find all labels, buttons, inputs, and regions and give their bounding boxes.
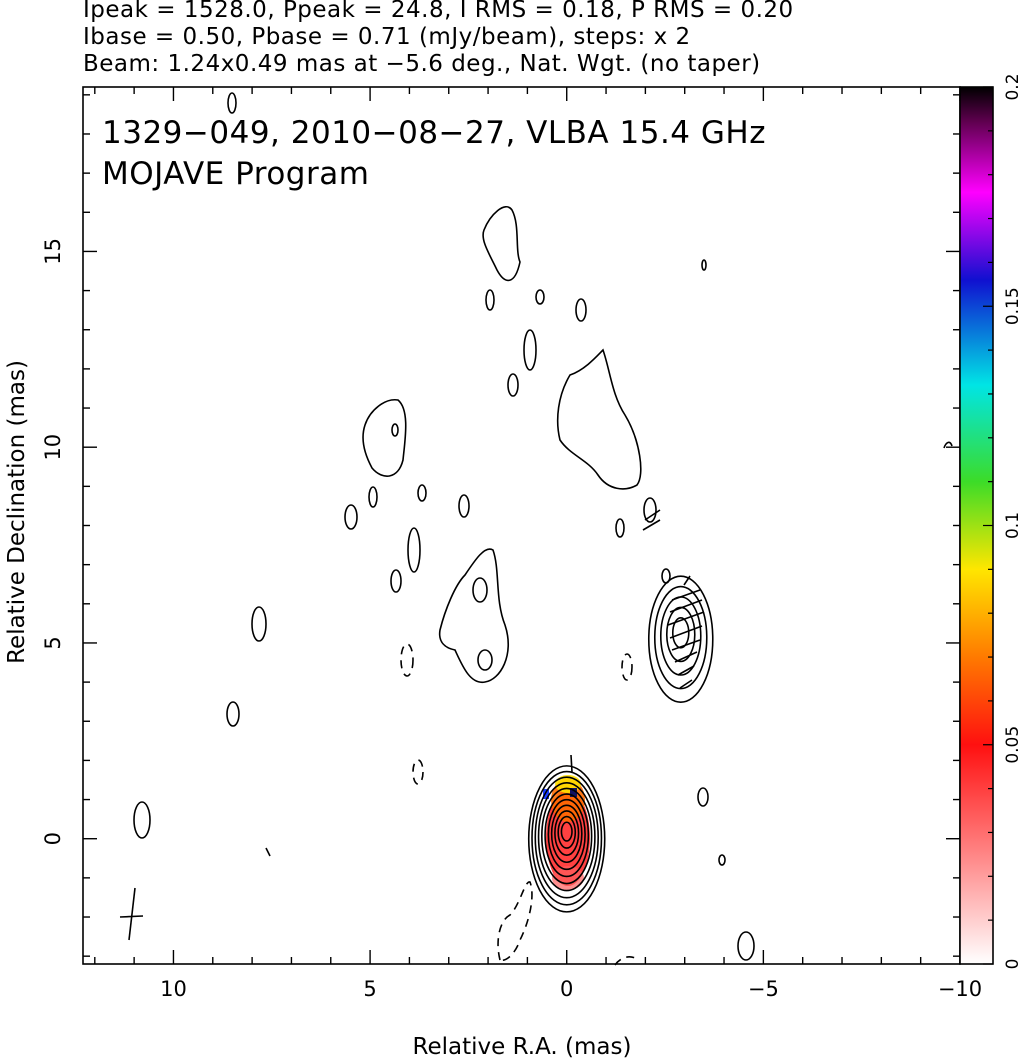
contour-core (527, 765, 606, 913)
x-tick-label: 10 (160, 977, 187, 1001)
contour-jet-knot (653, 585, 708, 690)
y-tick-label: 0 (41, 832, 65, 845)
diffuse-jet-contours (133, 92, 953, 961)
colorbar-tick-label: 0.15 (1003, 287, 1022, 325)
x-tick-label: 5 (363, 977, 376, 1001)
y-tick-label: 15 (41, 238, 65, 265)
colorbar-tick-label: 0.2 (1003, 73, 1022, 100)
y-axis-ticks: 0 5 10 15 (41, 94, 960, 957)
map-subtitle: MOJAVE Program (102, 156, 369, 192)
contour-core (531, 770, 603, 906)
polarization-vectors (570, 509, 705, 773)
contour-core (541, 787, 593, 885)
y-tick-label: 10 (41, 434, 65, 461)
contour-core (534, 776, 599, 899)
header-peak-line: Ipeak = 1528.0, Ppeak = 24.8, I RMS = 0.… (83, 0, 794, 23)
header-base-line: Ibase = 0.50, Pbase = 0.71 (mJy/beam), s… (83, 24, 691, 50)
y-tick-label: 5 (41, 636, 65, 649)
contour-jet-knot (671, 617, 690, 649)
contour-core (554, 810, 580, 856)
contour-core (547, 798, 586, 871)
colorbar-tick-label: 0 (1003, 959, 1022, 970)
contour-core (560, 821, 573, 842)
contour-core (550, 804, 583, 864)
colorbar-ticks: 0 0.05 0.1 0.15 0.2 (983, 73, 1022, 969)
contour-core (544, 793, 590, 878)
x-tick-label: −5 (748, 977, 779, 1001)
colorbar-tick-label: 0.05 (1003, 726, 1022, 764)
colorbar-tick-label: 0.1 (1003, 512, 1022, 539)
x-axis-ticks: 10 5 0 −5 −10 (94, 87, 982, 1001)
beam-marker (119, 887, 144, 941)
contour-core (557, 815, 577, 849)
x-axis-label: Relative R.A. (mas) (413, 1034, 632, 1060)
map-title: 1329−049, 2010−08−27, VLBA 15.4 GHz (102, 115, 766, 151)
intensity-contours (527, 575, 714, 913)
contour-jet-knot (647, 575, 714, 704)
header-beam-line: Beam: 1.24x0.49 mas at −5.6 deg., Nat. W… (83, 51, 761, 77)
x-tick-label: 0 (560, 977, 573, 1001)
y-axis-label: Relative Declination (mas) (4, 360, 30, 664)
x-tick-label: −10 (938, 977, 982, 1001)
contour-core (537, 781, 596, 892)
plot-frame (82, 86, 961, 965)
